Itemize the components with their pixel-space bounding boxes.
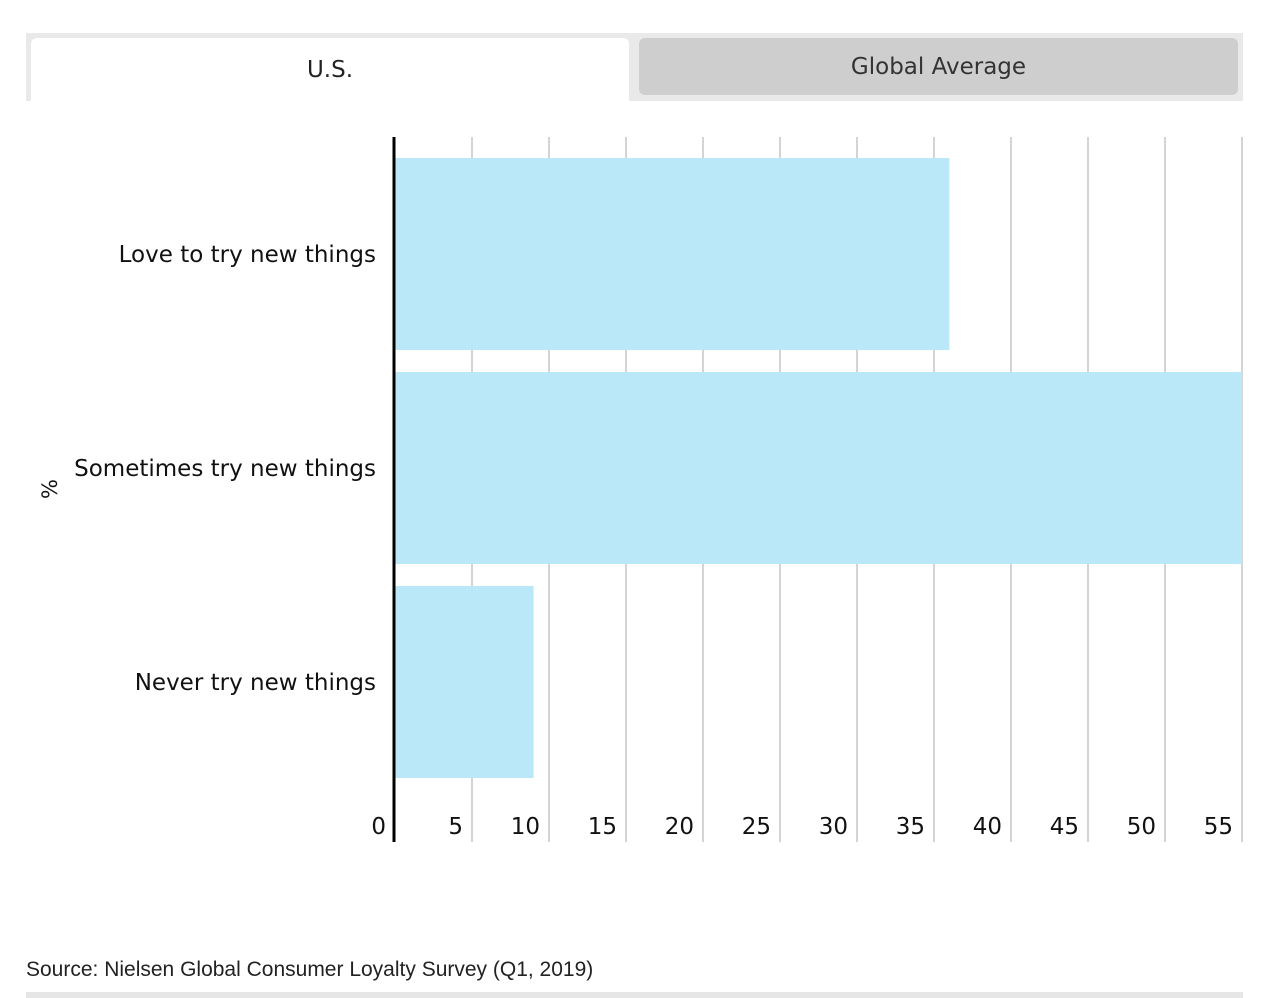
tab-bar: U.S. Global Average (26, 33, 1243, 101)
tick-labels: 0 5 10 15 20 25 30 35 40 45 50 55 (371, 814, 1233, 840)
x-tick-label: 20 (665, 814, 694, 840)
bar[interactable] (395, 158, 950, 350)
category-label: Never try new things (135, 670, 376, 696)
footer-divider (26, 992, 1243, 998)
x-tick-label: 35 (896, 814, 925, 840)
x-tick-label: 15 (588, 814, 617, 840)
x-tick-label: 50 (1127, 814, 1156, 840)
x-tick-label: 0 (371, 814, 386, 840)
x-tick-label: 10 (511, 814, 540, 840)
x-tick-label: 5 (448, 814, 463, 840)
bar[interactable] (395, 372, 1242, 564)
source-note: Source: Nielsen Global Consumer Loyalty … (26, 958, 594, 981)
x-tick-label: 55 (1204, 814, 1233, 840)
bar[interactable] (395, 586, 534, 778)
category-label: Love to try new things (119, 242, 376, 268)
bar-chart: Love to try new things Sometimes try new … (38, 137, 1243, 842)
category-labels: Love to try new things Sometimes try new … (74, 242, 376, 696)
bars (395, 158, 1242, 778)
x-tick-label: 25 (742, 814, 771, 840)
x-tick-label: 30 (819, 814, 848, 840)
x-tick-label: 45 (1050, 814, 1079, 840)
category-label: Sometimes try new things (74, 456, 376, 482)
tab-us[interactable]: U.S. (31, 38, 629, 101)
tab-global-average[interactable]: Global Average (639, 38, 1238, 95)
x-tick-label: 40 (973, 814, 1002, 840)
y-axis-label: % (38, 479, 62, 499)
